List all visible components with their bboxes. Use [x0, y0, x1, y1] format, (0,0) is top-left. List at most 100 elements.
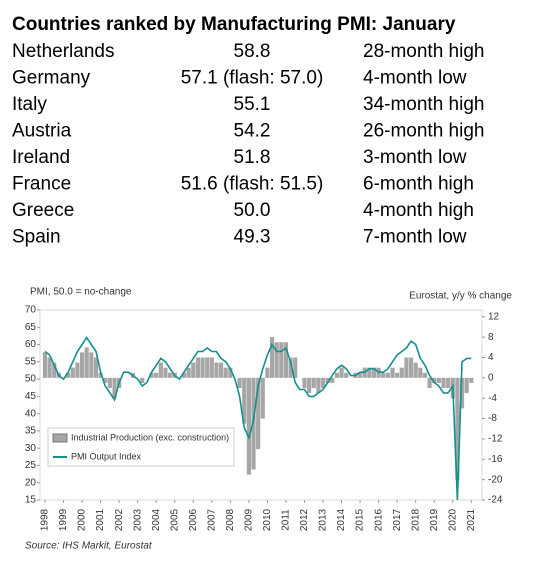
bar — [399, 367, 404, 378]
x-tick-label: 2002 — [114, 508, 125, 531]
bar — [288, 357, 293, 378]
pmi-value: 54.2 — [234, 121, 271, 142]
bar — [307, 377, 312, 394]
pmi-value: 51.6 (flash: 51.5) — [181, 174, 324, 195]
x-tick-label: 2005 — [169, 508, 180, 531]
x-tick-label: 2009 — [244, 508, 255, 531]
x-tick-label: 2013 — [318, 508, 329, 531]
bar — [112, 377, 117, 399]
table-title: Countries ranked by Manufacturing PMI: J… — [12, 14, 456, 35]
bar — [464, 377, 469, 394]
bar — [237, 377, 242, 389]
y-tick-label: 25 — [25, 460, 37, 471]
x-tick-label: 2014 — [336, 508, 347, 531]
y-axis-label: PMI, 50.0 = no-change — [30, 287, 132, 298]
bar — [408, 357, 414, 378]
bar — [279, 342, 284, 378]
plot-frame — [39, 309, 483, 501]
bar — [158, 362, 163, 378]
bar — [436, 377, 441, 383]
bar — [195, 357, 200, 378]
x-tick-label: 2020 — [447, 508, 458, 531]
x-tick-label: 2015 — [355, 508, 366, 531]
y-tick-label: 50 — [25, 374, 37, 385]
y-tick-label: 30 — [25, 443, 37, 454]
bar — [154, 372, 159, 378]
bar — [186, 367, 191, 378]
country: France — [12, 174, 71, 195]
source: Source: IHS Markit, Eurostat — [25, 541, 153, 552]
bar — [316, 377, 321, 394]
x-tick-label: 2010 — [262, 508, 273, 531]
bar — [274, 342, 279, 378]
bar — [459, 377, 465, 409]
bar — [242, 377, 247, 424]
bar — [223, 367, 228, 378]
bar — [385, 372, 390, 378]
y2-tick-label: -4 — [488, 393, 497, 404]
bar — [358, 372, 363, 378]
bar — [168, 372, 173, 378]
pmi-status: 6-month high — [363, 174, 474, 195]
pmi-value: 51.8 — [234, 147, 271, 168]
bar — [181, 372, 187, 378]
bar — [246, 377, 251, 475]
pmi-status: 34-month high — [363, 94, 484, 115]
y-tick-label: 35 — [25, 426, 37, 437]
pmi-value: 50.0 — [234, 200, 271, 221]
bar — [89, 352, 94, 378]
bar — [413, 362, 418, 378]
country: Greece — [12, 200, 74, 221]
bar — [256, 377, 261, 450]
country: Ireland — [12, 147, 70, 168]
y-tick-label: 40 — [25, 408, 37, 419]
x-tick-label: 2003 — [132, 508, 143, 531]
y-tick-label: 20 — [25, 477, 37, 488]
bar — [79, 352, 85, 378]
bar — [84, 347, 89, 378]
country: Austria — [12, 121, 72, 142]
x-tick-label: 2000 — [77, 508, 88, 531]
bar — [302, 377, 307, 389]
pmi-value: 57.1 (flash: 57.0) — [181, 68, 324, 89]
bar — [283, 342, 289, 378]
bar — [344, 372, 349, 378]
y2-tick-label: 8 — [488, 332, 494, 343]
pmi-value: 58.8 — [234, 41, 271, 62]
y-tick-label: 65 — [25, 322, 37, 333]
bar — [163, 367, 168, 378]
pmi-value: 55.1 — [234, 94, 271, 115]
bar — [427, 377, 432, 389]
bar — [103, 377, 108, 383]
bar — [107, 377, 112, 389]
bar — [269, 337, 275, 378]
pmi-status: 3-month low — [363, 147, 467, 168]
x-tick-label: 2004 — [151, 508, 162, 531]
x-tick-label: 2001 — [95, 508, 106, 531]
x-tick-label: 2011 — [281, 509, 292, 531]
bar — [260, 377, 265, 419]
y2-tick-label: 4 — [488, 352, 494, 363]
bar — [98, 372, 103, 378]
y2-tick-label: -24 — [488, 495, 503, 506]
pmi-status: 4-month low — [363, 68, 467, 89]
x-tick-label: 2008 — [225, 508, 236, 531]
bar — [311, 377, 316, 389]
bar — [367, 367, 372, 378]
y2-tick-label: -12 — [488, 434, 503, 445]
bar — [42, 352, 48, 378]
bar — [418, 367, 423, 378]
bar — [140, 377, 145, 383]
legend-box — [47, 427, 235, 467]
y2-tick-label: -8 — [488, 413, 497, 424]
y-tick-label: 55 — [25, 356, 37, 367]
bar — [209, 357, 214, 378]
bar — [441, 377, 446, 389]
bar — [446, 377, 451, 389]
country: Spain — [12, 227, 61, 248]
bar — [218, 362, 224, 378]
bar — [404, 357, 409, 378]
bar — [334, 372, 340, 378]
bar — [265, 367, 270, 378]
y2-axis-label: Eurostat, y/y % change — [409, 291, 512, 302]
